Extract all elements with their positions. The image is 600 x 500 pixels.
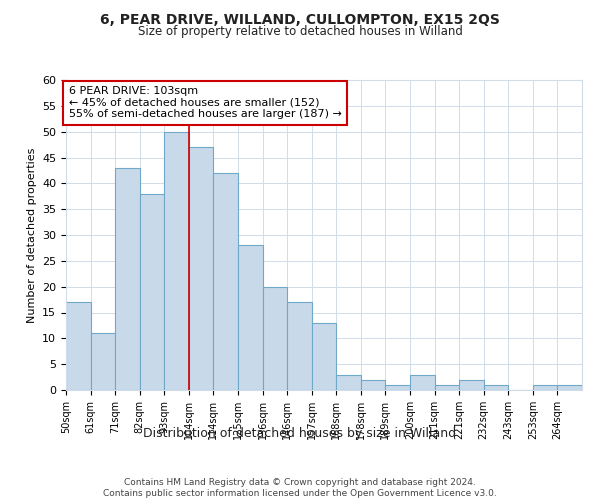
Text: 6 PEAR DRIVE: 103sqm
← 45% of detached houses are smaller (152)
55% of semi-deta: 6 PEAR DRIVE: 103sqm ← 45% of detached h… (68, 86, 341, 120)
Bar (484, 385, 508, 390)
Text: 6, PEAR DRIVE, WILLAND, CULLOMPTON, EX15 2QS: 6, PEAR DRIVE, WILLAND, CULLOMPTON, EX15… (100, 12, 500, 26)
Bar (557, 385, 582, 390)
Text: Distribution of detached houses by size in Willand: Distribution of detached houses by size … (143, 428, 457, 440)
Text: Contains HM Land Registry data © Crown copyright and database right 2024.
Contai: Contains HM Land Registry data © Crown c… (103, 478, 497, 498)
Bar (410, 374, 434, 390)
Bar (459, 380, 484, 390)
Bar (238, 246, 263, 390)
Bar (312, 323, 336, 390)
Bar (214, 173, 238, 390)
Bar (91, 333, 115, 390)
Bar (287, 302, 312, 390)
Y-axis label: Number of detached properties: Number of detached properties (26, 148, 37, 322)
Bar (164, 132, 189, 390)
Bar (189, 147, 214, 390)
Bar (336, 374, 361, 390)
Bar (434, 385, 459, 390)
Bar (385, 385, 410, 390)
Text: Size of property relative to detached houses in Willand: Size of property relative to detached ho… (137, 25, 463, 38)
Bar (140, 194, 164, 390)
Bar (115, 168, 140, 390)
Bar (263, 286, 287, 390)
Bar (533, 385, 557, 390)
Bar (361, 380, 385, 390)
Bar (66, 302, 91, 390)
